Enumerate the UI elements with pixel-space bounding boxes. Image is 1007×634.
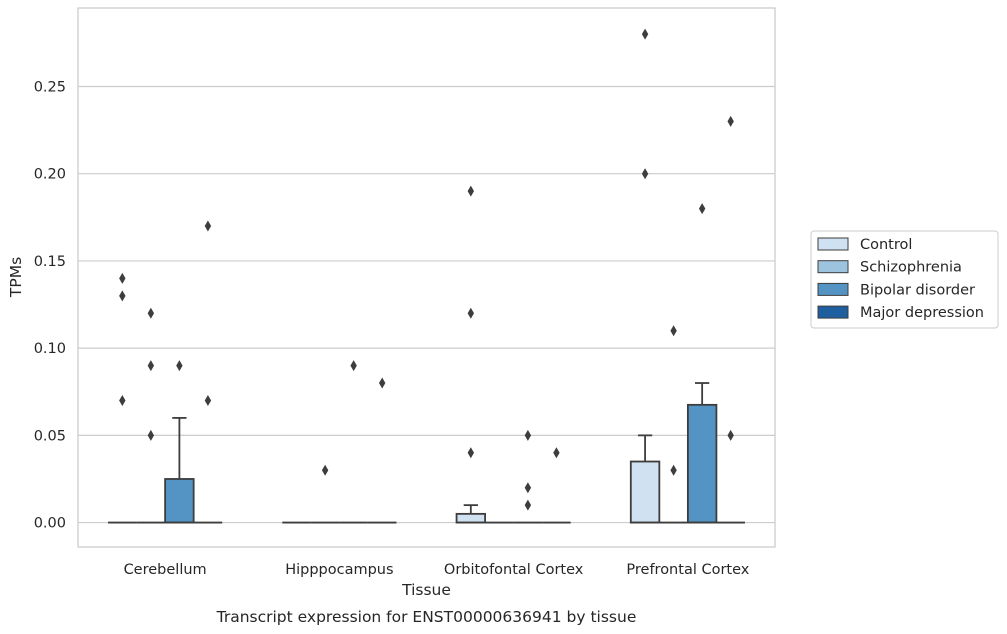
legend-swatch xyxy=(817,282,849,296)
box xyxy=(659,325,688,524)
boxes xyxy=(108,28,745,524)
outlier-point xyxy=(524,499,532,511)
x-ticks: Cerebellum Hipppocampus Orbitofontal Corte… xyxy=(124,562,750,578)
legend-label: Schizophrenia xyxy=(860,260,962,276)
x-axis-label: Tissue xyxy=(401,581,451,599)
box xyxy=(108,272,137,524)
box-body xyxy=(629,460,661,524)
box xyxy=(629,28,661,524)
outlier-point xyxy=(553,447,560,459)
outlier-point xyxy=(147,307,155,319)
outlier-point xyxy=(727,429,734,441)
legend-swatch xyxy=(817,237,849,251)
legend-label: Control xyxy=(860,237,912,253)
y-axis-label: TPMs xyxy=(7,257,25,298)
outlier-point xyxy=(670,325,677,337)
box xyxy=(542,447,571,524)
legend-frame xyxy=(810,230,999,329)
outlier-point xyxy=(698,203,706,215)
outlier-point xyxy=(378,377,386,389)
outlier-point xyxy=(119,290,126,302)
x-tick-label: Prefrontal Cortex xyxy=(626,562,749,578)
legend-swatch xyxy=(817,260,849,274)
outlier-point xyxy=(147,360,155,372)
outlier-point xyxy=(467,307,475,319)
grid-layer xyxy=(78,85,775,524)
outlier-point xyxy=(467,185,475,197)
outlier-point xyxy=(204,220,212,232)
plot-frame xyxy=(77,7,776,548)
y-ticks: 0.00 0.05 0.10 0.15 0.20 0.25 xyxy=(34,79,66,531)
box-body xyxy=(164,478,195,524)
x-tick-label: Hipppocampus xyxy=(285,562,393,578)
box-body xyxy=(455,512,486,524)
outlier-point xyxy=(119,272,126,284)
y-tick-label: 0.00 xyxy=(34,516,66,532)
y-tick-label: 0.05 xyxy=(34,428,66,444)
box xyxy=(686,203,718,524)
box xyxy=(716,115,745,524)
outlier-point xyxy=(524,429,532,441)
outlier-point xyxy=(524,482,532,494)
legend-swatch xyxy=(817,305,849,319)
box xyxy=(367,377,397,524)
outlier-point xyxy=(204,394,212,406)
x-tick-label: Cerebellum xyxy=(124,562,207,578)
y-tick-label: 0.20 xyxy=(34,167,66,183)
outlier-point xyxy=(641,168,649,180)
outlier-point xyxy=(727,115,734,127)
box xyxy=(455,185,486,524)
box xyxy=(164,360,195,524)
outlier-point xyxy=(176,360,183,372)
x-tick-label: Orbitofontal Cortex xyxy=(444,562,584,578)
chart-caption: Transcript expression for ENST0000063694… xyxy=(216,608,637,626)
y-tick-label: 0.15 xyxy=(34,254,66,270)
box xyxy=(339,360,368,524)
outlier-point xyxy=(350,360,357,372)
outlier-point xyxy=(119,394,126,406)
box xyxy=(136,307,166,524)
outlier-point xyxy=(147,429,155,441)
legend: Control Schizophrenia Bipolar disorder Majo… xyxy=(810,230,999,329)
box xyxy=(193,220,223,524)
box xyxy=(310,464,340,524)
outlier-point xyxy=(641,28,649,40)
outlier-point xyxy=(321,464,329,476)
box-body xyxy=(686,403,718,524)
box xyxy=(513,429,543,524)
legend-label: Bipolar disorder xyxy=(860,282,975,298)
y-tick-label: 0.10 xyxy=(34,341,66,357)
outlier-point xyxy=(467,447,475,459)
outlier-point xyxy=(670,464,677,476)
y-tick-label: 0.25 xyxy=(34,79,66,95)
legend-label: Major depression xyxy=(860,305,984,321)
